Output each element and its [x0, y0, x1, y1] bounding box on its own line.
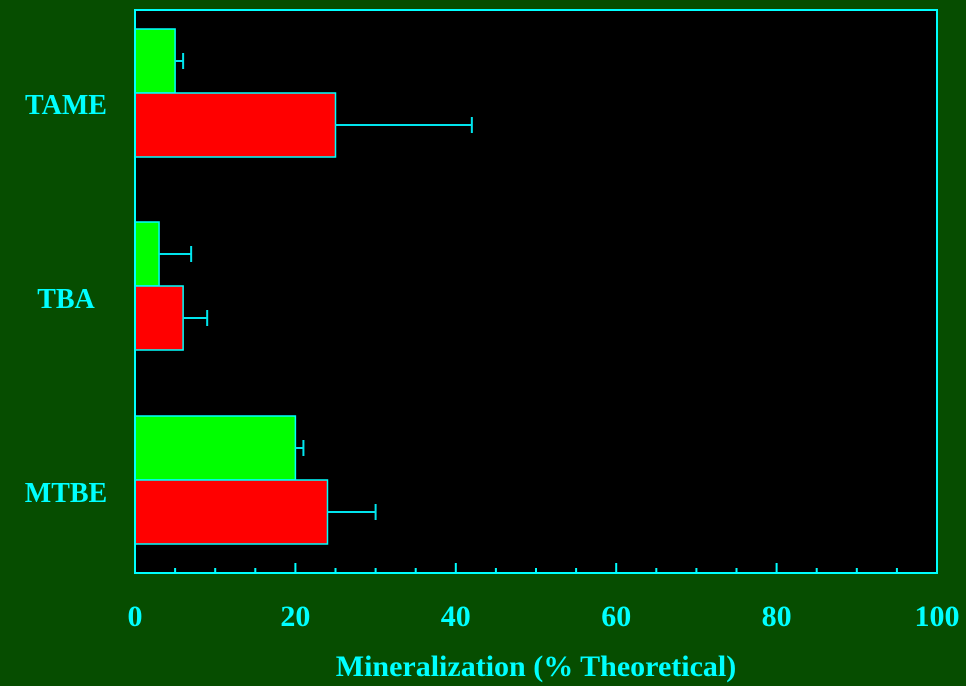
error-bar-mtbe-series-2: [327, 504, 377, 520]
x-tick-label-60: 60: [601, 600, 631, 633]
bar-mtbe-series-2: [134, 479, 329, 545]
x-axis-title: Mineralization (% Theoretical): [336, 650, 736, 683]
x-axis-tick-labels: 0 20 40 60 80 100: [128, 600, 960, 633]
x-tick-label-20: 20: [280, 600, 310, 633]
error-bars-layer: [159, 53, 473, 520]
error-bar-tame-series-2: [335, 117, 473, 133]
bar-mtbe-series-1: [134, 415, 297, 481]
x-tick-label-100: 100: [915, 600, 960, 633]
y-category-label-tba: TBA: [37, 284, 95, 315]
x-axis-ticks: [134, 563, 938, 573]
x-tick-label-40: 40: [441, 600, 471, 633]
error-bar-tame-series-1: [175, 53, 185, 69]
bar-tba-series-2: [134, 285, 184, 351]
y-category-label-tame: TAME: [25, 90, 107, 121]
bar-tba-series-1: [134, 221, 160, 287]
y-category-label-mtbe: MTBE: [25, 478, 107, 509]
bar-tame-series-1: [134, 28, 176, 94]
error-bar-mtbe-series-1: [295, 440, 305, 456]
bars-layer: [134, 28, 337, 545]
y-axis-category-labels: TAME TBA MTBE: [25, 90, 107, 509]
x-tick-label-80: 80: [762, 600, 792, 633]
error-bar-tba-series-2: [183, 310, 209, 326]
bar-tame-series-2: [134, 92, 337, 158]
x-tick-label-0: 0: [128, 600, 143, 633]
error-bar-tba-series-1: [159, 246, 193, 262]
